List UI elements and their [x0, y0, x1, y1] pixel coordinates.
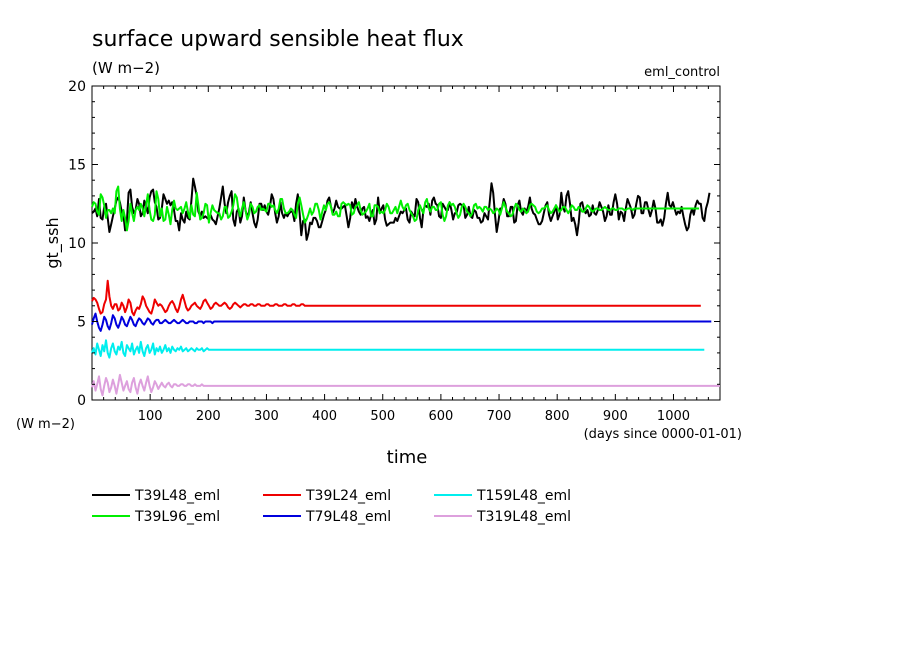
legend-label-T39L24_eml: T39L24_eml	[305, 488, 391, 504]
series-line-T159L48_eml	[91, 339, 705, 359]
x-axis-label: time	[387, 447, 428, 468]
legend-label-T39L96_eml: T39L96_eml	[134, 509, 220, 525]
tick-layer: 100 200 300 400 500 600 700 800 900 1000 0 5 10 15 20	[68, 79, 720, 424]
chart-title: surface upward sensible heat flux	[92, 27, 464, 52]
x-tick-label: 300	[254, 409, 279, 424]
legend: T39L48_eml T39L96_eml T39L24_eml T79L48_eml…	[92, 488, 571, 525]
x-tick-label: 600	[428, 409, 453, 424]
x-tick-label: 1000	[657, 409, 690, 424]
legend-label-T159L48_eml: T159L48_eml	[476, 488, 571, 504]
legend-label-T39L48_eml: T39L48_eml	[134, 488, 220, 504]
x-tick-label: 900	[603, 409, 628, 424]
series-line-T39L96_eml	[91, 185, 700, 232]
series-layer	[91, 177, 720, 397]
x-tick-label: 500	[370, 409, 395, 424]
x-tick-label: 100	[138, 409, 163, 424]
series-line-T79L48_eml	[91, 312, 712, 332]
legend-label-T79L48_eml: T79L48_eml	[305, 509, 391, 525]
y-tick-label: 5	[77, 315, 86, 331]
y-tick-label: 10	[68, 236, 86, 252]
y-tick-label: 20	[68, 79, 86, 95]
x-tick-label: 700	[487, 409, 512, 424]
y-axis-label: gt_ssh	[43, 217, 63, 268]
chart-subtitle: (W m−2)	[92, 59, 160, 77]
x-unit-label: (days since 0000-01-01)	[584, 427, 742, 442]
run-label: eml_control	[644, 65, 720, 80]
legend-label-T319L48_eml: T319L48_eml	[476, 509, 571, 525]
x-tick-label: 800	[545, 409, 570, 424]
series-line-T319L48_eml	[91, 373, 720, 397]
y-unit-label: (W m−2)	[16, 417, 75, 432]
series-line-T39L24_eml	[91, 279, 701, 317]
series-line-T39L48_eml	[91, 177, 711, 241]
y-tick-label: 15	[68, 158, 86, 174]
x-tick-label: 200	[196, 409, 221, 424]
y-tick-label: 0	[77, 393, 86, 409]
x-tick-label: 400	[312, 409, 337, 424]
